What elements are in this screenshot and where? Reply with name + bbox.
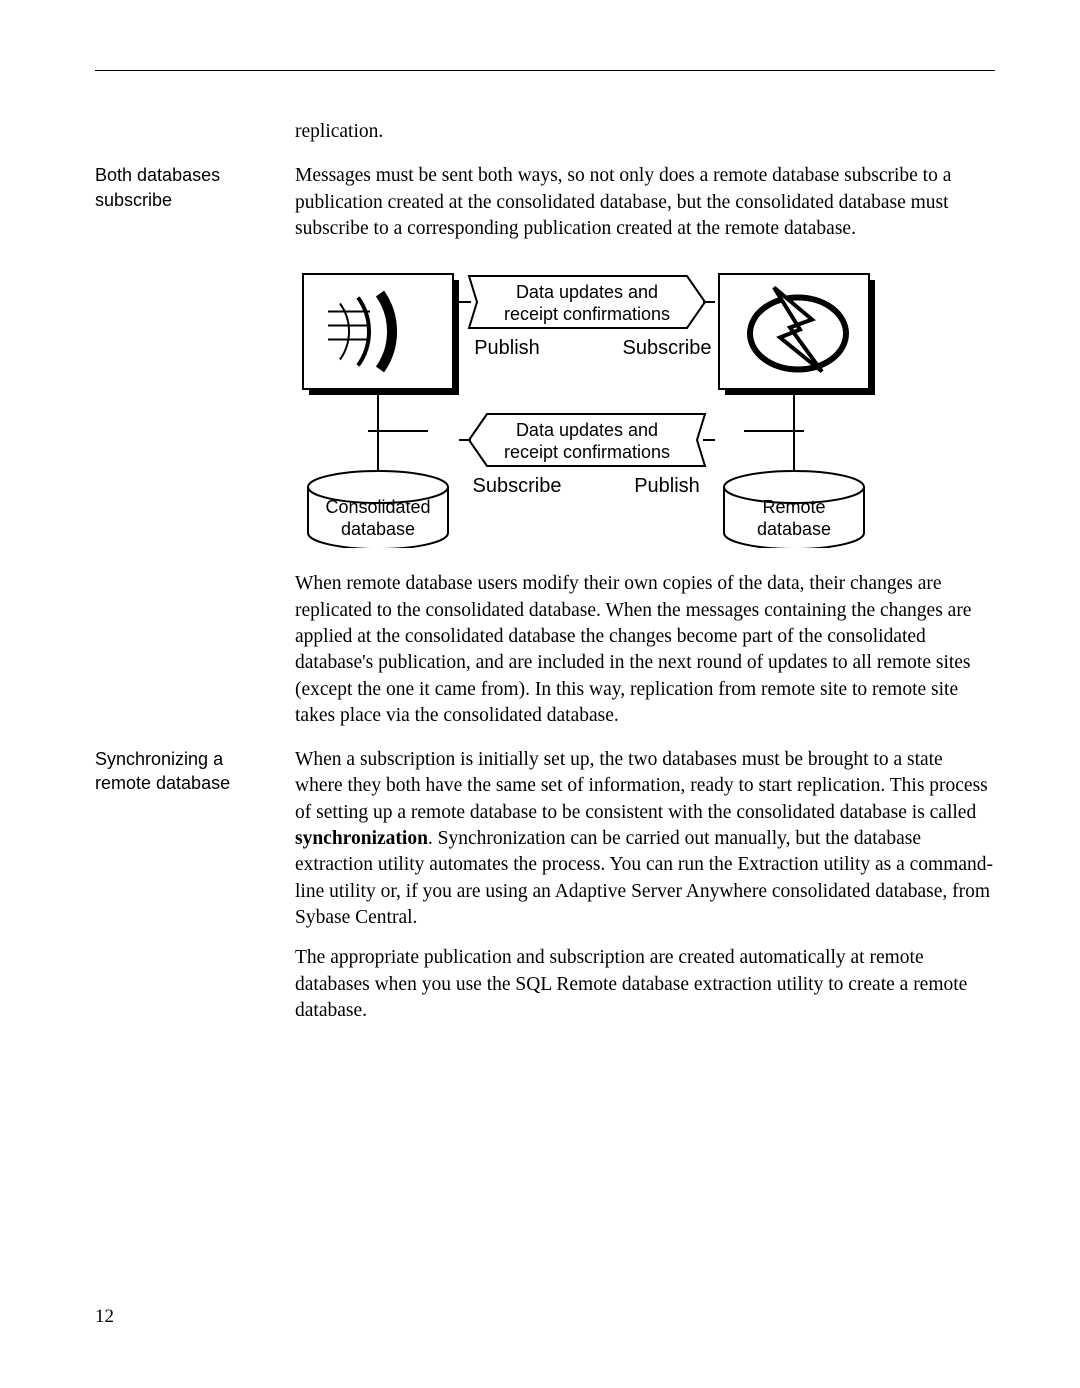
body-replication-trail: replication. [295,119,995,159]
body-both-db: Messages must be sent both ways, so not … [295,163,995,256]
svg-text:Consolidated: Consolidated [325,497,430,517]
replication-trail-text: replication. [295,119,995,145]
body-after-diagram: When remote database users modify their … [295,571,995,743]
svg-text:Publish: Publish [474,337,540,359]
sync-para-2: The appropriate publication and subscrip… [295,945,995,1024]
diagram-svg: ConsolidateddatabaseRemotedatabaseData u… [295,262,879,548]
page-number: 12 [95,1306,114,1328]
svg-text:Publish: Publish [634,475,700,497]
row-both-db: Both databases subscribe Messages must b… [95,163,995,256]
margin-sync: Synchronizing a remote database [95,747,295,796]
sync-para-1: When a subscription is initially set up,… [295,747,995,931]
svg-text:receipt confirmations: receipt confirmations [504,442,670,462]
row-replication-trail: replication. [95,119,995,159]
sync-bold: synchronization [295,828,428,849]
document-page: replication. Both databases subscribe Me… [0,0,1080,1388]
svg-text:Subscribe: Subscribe [623,337,712,359]
body-sync: When a subscription is initially set up,… [295,747,995,1038]
top-rule [95,70,995,71]
svg-text:Subscribe: Subscribe [473,475,562,497]
row-sync: Synchronizing a remote database When a s… [95,747,995,1038]
after-diagram-para: When remote database users modify their … [295,571,995,729]
svg-text:Remote: Remote [762,497,825,517]
svg-text:Data updates and: Data updates and [516,282,658,302]
row-after-diagram: When remote database users modify their … [95,571,995,743]
sync-para-1a: When a subscription is initially set up,… [295,749,988,823]
margin-both-db: Both databases subscribe [95,163,295,212]
svg-text:database: database [757,519,831,539]
svg-text:database: database [341,519,415,539]
svg-text:Data updates and: Data updates and [516,420,658,440]
replication-diagram: ConsolidateddatabaseRemotedatabaseData u… [295,262,995,553]
svg-text:receipt confirmations: receipt confirmations [504,304,670,324]
both-db-para: Messages must be sent both ways, so not … [295,163,995,242]
